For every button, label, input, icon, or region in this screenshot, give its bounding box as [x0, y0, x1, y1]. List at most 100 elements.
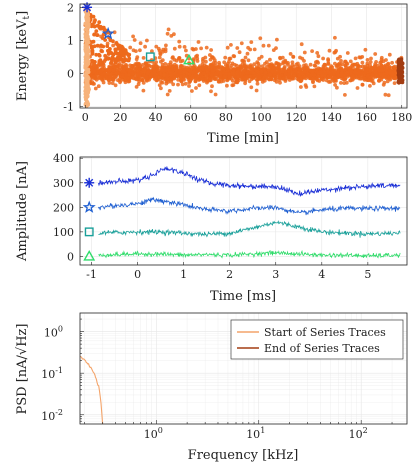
energy-point: [348, 59, 353, 64]
energy-point: [360, 60, 365, 65]
energy-point: [97, 20, 102, 25]
energy-point: [201, 66, 205, 71]
energy-point: [348, 78, 353, 83]
energy-point: [310, 49, 314, 53]
energy-point: [237, 50, 242, 55]
energy-point: [227, 59, 231, 64]
energy-point: [143, 44, 148, 49]
psd-plot-frame: [79, 312, 408, 425]
energy-point: [211, 69, 216, 73]
energy-x-tick-label: 180: [391, 111, 412, 124]
energy-point: [240, 58, 245, 63]
energy-point: [92, 64, 97, 69]
energy-point: [284, 61, 289, 65]
amplitude-x-axis-label: Time [ms]: [210, 289, 276, 304]
energy-point: [221, 67, 226, 71]
amplitude-y-tick-label: 300: [53, 177, 74, 190]
energy-point: [219, 79, 224, 84]
energy-point: [242, 68, 247, 73]
energy-point: [94, 29, 99, 33]
energy-point: [257, 56, 261, 61]
energy-start-point: [84, 42, 89, 46]
energy-point: [383, 92, 388, 97]
energy-point: [92, 69, 97, 74]
energy-point: [321, 78, 326, 82]
energy-point: [193, 73, 197, 78]
energy-point: [315, 51, 320, 55]
energy-start-point: [85, 45, 89, 50]
energy-point: [392, 81, 397, 85]
energy-point: [291, 54, 296, 59]
energy-point: [365, 74, 370, 78]
energy-point: [167, 89, 172, 93]
energy-point: [89, 62, 94, 67]
energy-point: [90, 52, 95, 56]
amplitude-y-tick-label: 200: [53, 201, 74, 214]
energy-point: [278, 80, 282, 85]
energy-point: [191, 65, 195, 70]
energy-point: [249, 68, 254, 72]
energy-point: [193, 76, 198, 81]
energy-point: [227, 72, 232, 76]
energy-point: [274, 80, 279, 84]
energy-points: [83, 5, 405, 108]
energy-point: [341, 77, 346, 81]
energy-point: [162, 73, 167, 78]
energy-point: [384, 74, 388, 79]
energy-point: [312, 84, 317, 89]
energy-point: [134, 57, 139, 62]
psd-y-tick-label: 10-2: [41, 408, 63, 423]
energy-point: [209, 48, 214, 52]
energy-point: [299, 85, 303, 89]
energy-point: [177, 39, 182, 44]
energy-point: [173, 67, 178, 71]
energy-point: [248, 74, 253, 78]
energy-point: [102, 27, 107, 32]
energy-point: [321, 67, 326, 71]
energy-point: [303, 70, 307, 74]
energy-point: [95, 23, 100, 28]
energy-point: [240, 77, 245, 82]
energy-point: [345, 51, 350, 55]
energy-start-point: [86, 22, 91, 27]
energy-point: [164, 79, 169, 84]
energy-point: [209, 73, 214, 77]
energy-point: [315, 59, 320, 64]
energy-point: [101, 80, 106, 85]
energy-point: [200, 62, 205, 66]
energy-point: [115, 71, 120, 76]
energy-point: [144, 64, 149, 69]
energy-point: [343, 59, 348, 64]
energy-point: [211, 61, 216, 65]
amplitude-marker-asterisk: [84, 177, 95, 188]
energy-point: [169, 73, 174, 77]
energy-point: [203, 55, 208, 60]
energy-start-point: [85, 81, 90, 86]
energy-point: [204, 45, 209, 50]
psd-y-tick-exponent: -1: [55, 366, 63, 375]
energy-point: [164, 43, 168, 48]
energy-point: [134, 73, 139, 77]
energy-point: [227, 56, 232, 61]
energy-point: [179, 64, 184, 69]
energy-point: [340, 62, 345, 67]
psd-x-tick-label: 100: [144, 426, 163, 441]
energy-point: [232, 54, 237, 59]
energy-point: [107, 75, 112, 80]
energy-point: [311, 80, 315, 85]
energy-point: [188, 69, 193, 73]
amplitude-x-tick-label: 3: [272, 268, 279, 281]
energy-point: [121, 69, 126, 74]
energy-point: [373, 64, 377, 68]
energy-y-tick-label: 2: [67, 1, 74, 14]
energy-start-point: [85, 30, 90, 35]
amplitude-x-tick-label: 5: [364, 268, 371, 281]
energy-point: [106, 52, 111, 56]
energy-point: [205, 69, 210, 74]
energy-point: [201, 71, 206, 76]
energy-point: [166, 62, 171, 67]
energy-point: [308, 62, 313, 67]
energy-point: [109, 60, 114, 65]
energy-point: [366, 78, 371, 83]
energy-point: [159, 86, 163, 91]
